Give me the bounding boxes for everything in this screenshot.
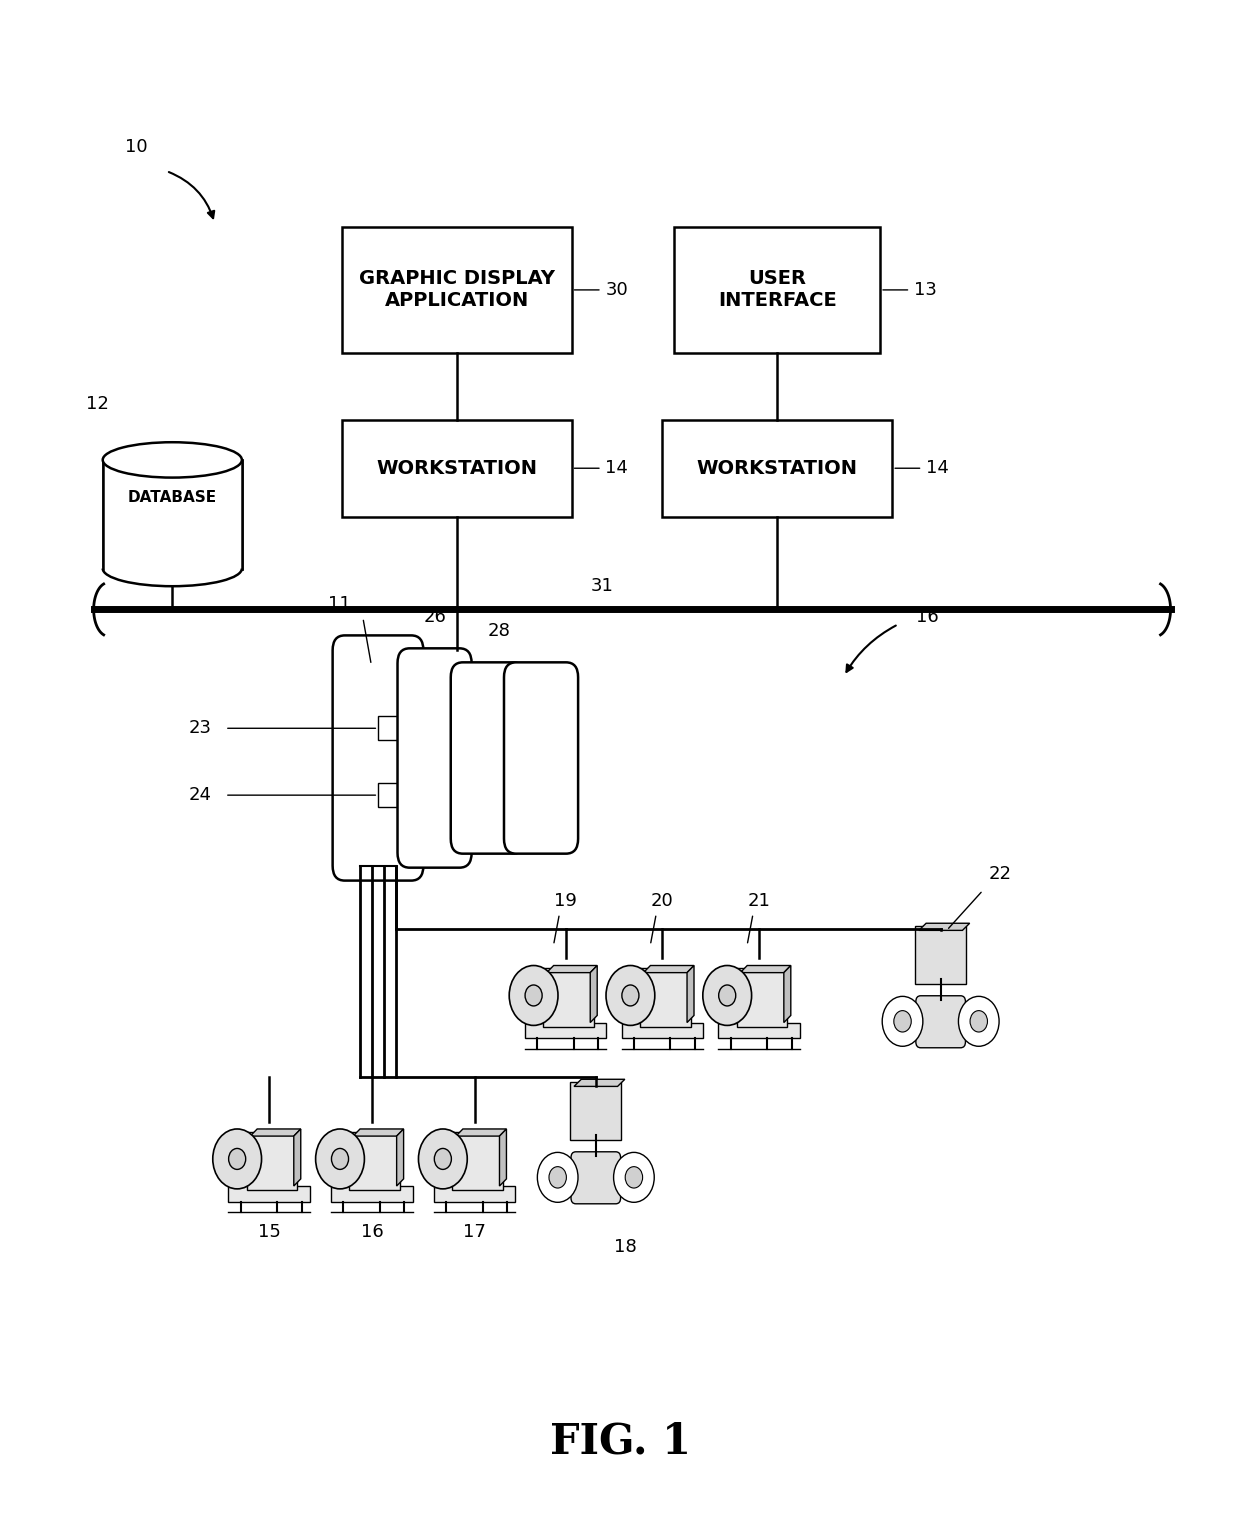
- Bar: [662, 420, 893, 517]
- Text: 19: 19: [554, 891, 577, 910]
- Text: 14: 14: [926, 459, 949, 478]
- Text: 15: 15: [258, 1223, 280, 1242]
- Text: FIG. 1: FIG. 1: [549, 1420, 691, 1463]
- Circle shape: [606, 966, 655, 1025]
- FancyBboxPatch shape: [640, 969, 691, 1026]
- Circle shape: [418, 1129, 467, 1189]
- Bar: [675, 227, 880, 353]
- FancyBboxPatch shape: [570, 1152, 620, 1204]
- Text: DATABASE: DATABASE: [128, 491, 217, 505]
- Circle shape: [525, 985, 542, 1007]
- Circle shape: [614, 1152, 655, 1202]
- Text: 10: 10: [125, 138, 148, 156]
- Text: 24: 24: [188, 787, 212, 803]
- Circle shape: [510, 966, 558, 1025]
- Polygon shape: [687, 966, 694, 1023]
- Text: 16: 16: [361, 1223, 383, 1242]
- Circle shape: [537, 1152, 578, 1202]
- Text: GRAPHIC DISPLAY
APPLICATION: GRAPHIC DISPLAY APPLICATION: [358, 270, 554, 311]
- Text: 23: 23: [188, 719, 212, 737]
- Ellipse shape: [103, 550, 242, 587]
- FancyBboxPatch shape: [247, 1131, 298, 1190]
- Polygon shape: [250, 1129, 301, 1135]
- FancyBboxPatch shape: [915, 926, 966, 984]
- Circle shape: [970, 1011, 987, 1032]
- Circle shape: [316, 1129, 365, 1189]
- Polygon shape: [500, 1129, 506, 1186]
- Circle shape: [228, 1149, 246, 1169]
- Polygon shape: [397, 1129, 403, 1186]
- Bar: [228, 1186, 310, 1202]
- FancyBboxPatch shape: [570, 1082, 621, 1140]
- Text: WORKSTATION: WORKSTATION: [376, 459, 537, 478]
- Polygon shape: [456, 1129, 506, 1135]
- Circle shape: [719, 985, 735, 1007]
- Polygon shape: [574, 1079, 625, 1087]
- Bar: [525, 1023, 606, 1038]
- Polygon shape: [547, 966, 598, 973]
- Bar: [378, 784, 398, 807]
- FancyBboxPatch shape: [737, 969, 787, 1026]
- Text: 18: 18: [614, 1239, 636, 1255]
- Polygon shape: [294, 1129, 301, 1186]
- Text: 13: 13: [914, 280, 937, 299]
- Text: 16: 16: [916, 608, 939, 626]
- Text: 17: 17: [464, 1223, 486, 1242]
- Text: 11: 11: [329, 596, 351, 612]
- Polygon shape: [644, 966, 694, 973]
- Bar: [342, 227, 572, 353]
- Text: 22: 22: [990, 864, 1012, 882]
- Circle shape: [331, 1149, 348, 1169]
- Polygon shape: [740, 966, 791, 973]
- Circle shape: [549, 1167, 567, 1189]
- Text: 30: 30: [605, 280, 629, 299]
- Polygon shape: [353, 1129, 403, 1135]
- Circle shape: [625, 1167, 642, 1189]
- Bar: [718, 1023, 800, 1038]
- Text: 12: 12: [86, 394, 109, 412]
- Bar: [342, 420, 572, 517]
- Text: 31: 31: [590, 576, 614, 594]
- Polygon shape: [919, 923, 970, 931]
- FancyBboxPatch shape: [916, 996, 966, 1048]
- Text: 20: 20: [651, 891, 673, 910]
- FancyBboxPatch shape: [398, 649, 471, 867]
- Circle shape: [894, 1011, 911, 1032]
- Polygon shape: [590, 966, 598, 1023]
- Circle shape: [622, 985, 639, 1007]
- Circle shape: [703, 966, 751, 1025]
- Text: WORKSTATION: WORKSTATION: [697, 459, 858, 478]
- Ellipse shape: [936, 998, 945, 1004]
- Ellipse shape: [591, 1152, 600, 1160]
- FancyBboxPatch shape: [332, 635, 423, 881]
- Bar: [103, 459, 242, 568]
- Text: 14: 14: [605, 459, 629, 478]
- Bar: [621, 1023, 703, 1038]
- FancyBboxPatch shape: [503, 662, 578, 854]
- Bar: [434, 1186, 516, 1202]
- Circle shape: [434, 1149, 451, 1169]
- Text: 21: 21: [748, 891, 770, 910]
- Text: USER
INTERFACE: USER INTERFACE: [718, 270, 837, 311]
- Circle shape: [213, 1129, 262, 1189]
- Bar: [331, 1186, 413, 1202]
- Ellipse shape: [103, 443, 242, 478]
- FancyBboxPatch shape: [453, 1131, 503, 1190]
- FancyBboxPatch shape: [451, 662, 525, 854]
- Bar: [378, 717, 398, 740]
- Circle shape: [959, 996, 999, 1046]
- Polygon shape: [784, 966, 791, 1023]
- Text: 28: 28: [487, 622, 511, 640]
- FancyBboxPatch shape: [350, 1131, 401, 1190]
- Circle shape: [882, 996, 923, 1046]
- FancyBboxPatch shape: [543, 969, 594, 1026]
- Text: 26: 26: [423, 608, 446, 626]
